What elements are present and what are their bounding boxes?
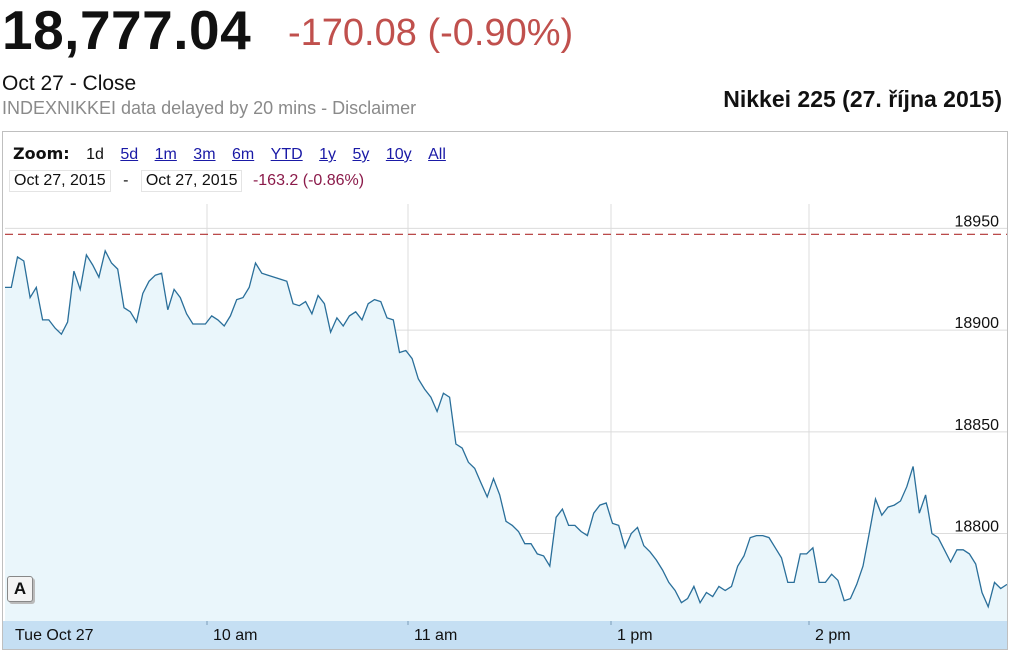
- zoom-5d[interactable]: 5d: [120, 146, 139, 163]
- x-axis-band: [3, 621, 1007, 649]
- y-tick-label: 18950: [955, 213, 1000, 230]
- zoom-10y[interactable]: 10y: [385, 146, 412, 163]
- y-tick-label: 18850: [955, 417, 1000, 434]
- date-separator: -: [123, 172, 129, 189]
- chart-panel: 18800 18850 18900 18950 Tue Oct 27 10 am 11 am…: [2, 131, 1008, 650]
- range-change: -163.2 (-0.86%): [252, 172, 365, 189]
- x-tick-label: 10 am: [213, 627, 257, 644]
- area-fill: [5, 250, 1007, 622]
- zoom-1m[interactable]: 1m: [154, 146, 177, 163]
- zoom-bar: Zoom: 1d 5d 1m 3m 6m YTD 1y 5y 10y All: [13, 144, 446, 164]
- zoom-ytd[interactable]: YTD: [270, 146, 303, 163]
- date-to-field[interactable]: Oct 27, 2015: [140, 170, 243, 192]
- zoom-1d[interactable]: 1d: [86, 146, 104, 163]
- price-series-line: [5, 248, 1007, 609]
- date-range-row: Oct 27, 2015 - Oct 27, 2015 -163.2 (-0.8…: [9, 170, 364, 192]
- zoom-5y[interactable]: 5y: [352, 146, 370, 163]
- y-tick-label: 18800: [955, 519, 1000, 536]
- y-tick-label: 18900: [955, 315, 1000, 332]
- x-tick-label: 1 pm: [617, 627, 653, 644]
- data-delay-notice: INDEXNIKKEI data delayed by 20 mins - Di…: [2, 98, 417, 118]
- price-value: 18,777.04: [2, 0, 252, 61]
- x-tick-label: 2 pm: [815, 627, 851, 644]
- price-chart: 18800 18850 18900 18950 Tue Oct 27 10 am 11 am…: [3, 204, 1007, 649]
- price-change: -170.08 (-0.90%): [288, 12, 574, 54]
- annotation-button[interactable]: A: [7, 576, 33, 602]
- zoom-1y[interactable]: 1y: [319, 146, 337, 163]
- x-tick-label: Tue Oct 27: [15, 627, 94, 644]
- zoom-3m[interactable]: 3m: [193, 146, 216, 163]
- overlay-title: Nikkei 225 (27. října 2015): [723, 86, 1002, 112]
- x-tick-label: 11 am: [414, 627, 457, 644]
- zoom-all[interactable]: All: [428, 146, 446, 163]
- close-label: Oct 27 - Close: [2, 72, 137, 95]
- zoom-6m[interactable]: 6m: [231, 146, 255, 163]
- date-from-field[interactable]: Oct 27, 2015: [9, 170, 111, 192]
- zoom-label: Zoom:: [13, 144, 70, 163]
